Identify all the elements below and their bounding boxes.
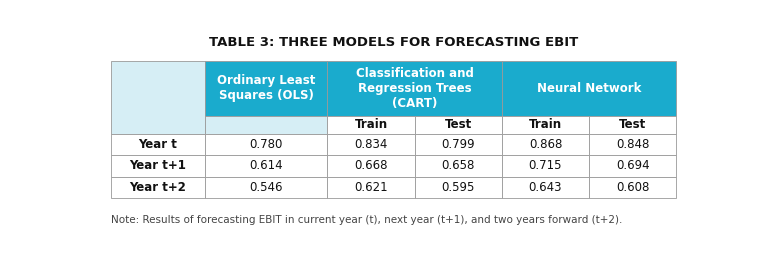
Text: 0.834: 0.834 bbox=[354, 138, 388, 151]
Bar bbox=[589, 155, 677, 177]
Bar bbox=[589, 177, 677, 198]
Text: 0.658: 0.658 bbox=[442, 160, 475, 172]
Text: 0.799: 0.799 bbox=[442, 138, 475, 151]
Bar bbox=[327, 61, 502, 116]
Bar bbox=[204, 116, 327, 134]
Bar bbox=[204, 155, 327, 177]
Text: TABLE 3: THREE MODELS FOR FORECASTING EBIT: TABLE 3: THREE MODELS FOR FORECASTING EB… bbox=[209, 36, 578, 50]
Bar bbox=[415, 134, 502, 155]
Text: Classification and
Regression Trees
(CART): Classification and Regression Trees (CAR… bbox=[356, 67, 474, 110]
Text: 0.546: 0.546 bbox=[250, 181, 283, 194]
Text: Ordinary Least
Squares (OLS): Ordinary Least Squares (OLS) bbox=[217, 74, 315, 102]
Text: 0.694: 0.694 bbox=[616, 160, 650, 172]
Bar bbox=[327, 177, 415, 198]
Bar bbox=[502, 134, 589, 155]
Bar bbox=[327, 134, 415, 155]
Bar bbox=[589, 116, 677, 134]
Text: Train: Train bbox=[529, 118, 562, 131]
Bar bbox=[502, 116, 589, 134]
Text: 0.595: 0.595 bbox=[442, 181, 475, 194]
Text: Test: Test bbox=[445, 118, 472, 131]
Bar bbox=[415, 155, 502, 177]
Bar bbox=[111, 177, 204, 198]
Text: Year t: Year t bbox=[138, 138, 177, 151]
Bar bbox=[111, 61, 204, 134]
Text: Test: Test bbox=[619, 118, 647, 131]
Text: 0.868: 0.868 bbox=[529, 138, 562, 151]
Bar bbox=[204, 177, 327, 198]
Text: Year t+2: Year t+2 bbox=[129, 181, 186, 194]
Text: 0.780: 0.780 bbox=[250, 138, 283, 151]
Bar bbox=[111, 134, 204, 155]
Bar bbox=[589, 134, 677, 155]
Bar bbox=[415, 177, 502, 198]
Text: 0.715: 0.715 bbox=[528, 160, 562, 172]
Text: 0.848: 0.848 bbox=[616, 138, 650, 151]
Bar bbox=[111, 155, 204, 177]
Bar bbox=[204, 134, 327, 155]
Text: Note: Results of forecasting EBIT in current year (t), next year (t+1), and two : Note: Results of forecasting EBIT in cur… bbox=[111, 215, 622, 225]
Text: Year t+1: Year t+1 bbox=[129, 160, 186, 172]
Bar bbox=[502, 155, 589, 177]
Bar bbox=[204, 61, 327, 116]
Text: Neural Network: Neural Network bbox=[537, 82, 641, 95]
Text: 0.668: 0.668 bbox=[354, 160, 388, 172]
Bar bbox=[327, 155, 415, 177]
Bar bbox=[502, 177, 589, 198]
Text: 0.621: 0.621 bbox=[354, 181, 388, 194]
Bar bbox=[415, 116, 502, 134]
Bar bbox=[502, 61, 677, 116]
Text: 0.643: 0.643 bbox=[528, 181, 562, 194]
Text: Train: Train bbox=[354, 118, 388, 131]
Text: 0.608: 0.608 bbox=[616, 181, 650, 194]
Text: 0.614: 0.614 bbox=[249, 160, 283, 172]
Bar bbox=[327, 116, 415, 134]
